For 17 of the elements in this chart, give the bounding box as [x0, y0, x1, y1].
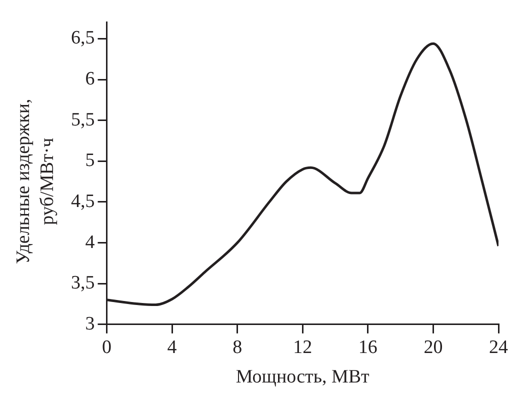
- y-tick-label: 5,5: [71, 109, 95, 130]
- y-tick-label: 6,5: [71, 28, 95, 49]
- x-tick-label: 4: [167, 336, 178, 358]
- y-axis-title: Удельные издержки, руб/МВт·ч: [12, 98, 58, 264]
- y-tick-label: 3,5: [71, 272, 95, 294]
- x-tick-label: 20: [424, 336, 443, 358]
- x-tick-label: 16: [358, 336, 378, 358]
- x-tick-label: 24: [489, 336, 508, 358]
- x-axis-title: Мощность, МВт: [236, 366, 370, 388]
- x-tick-label: 0: [102, 336, 112, 358]
- y-tick-label: 3: [85, 313, 95, 334]
- y-tick-label: 4,5: [71, 190, 95, 212]
- y-tick-label: 4: [85, 232, 96, 253]
- y-tick-label: 5: [85, 150, 95, 172]
- y-tick-label: 6: [85, 68, 95, 90]
- x-tick-label: 8: [232, 336, 242, 358]
- x-tick-label: 12: [293, 336, 312, 358]
